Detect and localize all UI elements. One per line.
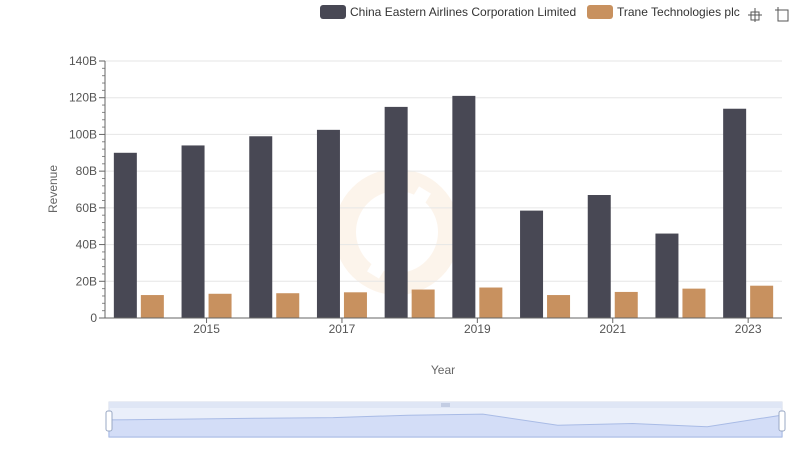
legend: China Eastern Airlines Corporation Limit… — [320, 5, 740, 19]
legend-label-china-eastern: China Eastern Airlines Corporation Limit… — [350, 5, 576, 19]
x-tick-label: 2019 — [464, 322, 491, 336]
bar-trane-2023[interactable] — [750, 285, 774, 318]
bar-trane-2017[interactable] — [343, 292, 367, 318]
y-tick-label: 0 — [90, 311, 97, 325]
legend-label-trane: Trane Technologies plc — [617, 5, 740, 19]
bar-china-eastern-2016[interactable] — [249, 136, 273, 318]
x-tick-label: 2017 — [329, 322, 356, 336]
bar-china-eastern-2018[interactable] — [384, 106, 408, 319]
bar-china-eastern-2023[interactable] — [723, 108, 747, 318]
slider-handle-right[interactable] — [778, 410, 786, 432]
y-axis: 0 20B 40B 60B 80B 100B 120B 140B — [69, 54, 106, 325]
legend-item-trane[interactable]: Trane Technologies plc — [587, 5, 740, 19]
bars — [113, 95, 774, 319]
legend-swatch-trane — [587, 5, 613, 19]
x-axis: 2015 2017 2019 2021 2023 — [105, 317, 782, 336]
y-tick-label: 20B — [76, 274, 97, 288]
y-tick-label: 60B — [76, 201, 97, 215]
y-tick-label: 40B — [76, 238, 97, 252]
bar-trane-2015[interactable] — [208, 293, 232, 318]
y-tick-label: 120B — [69, 91, 97, 105]
y-tick-label: 140B — [69, 54, 97, 68]
x-tick-label: 2015 — [193, 322, 220, 336]
bar-china-eastern-2015[interactable] — [181, 145, 205, 318]
y-tick-label: 100B — [69, 127, 97, 141]
x-tick-label: 2021 — [599, 322, 626, 336]
x-axis-title: Year — [431, 363, 455, 377]
legend-swatch-china-eastern — [320, 5, 346, 19]
bar-trane-2018[interactable] — [411, 289, 435, 318]
slider-handle-left[interactable] — [105, 410, 113, 432]
y-tick-label: 80B — [76, 164, 97, 178]
bar-trane-2022[interactable] — [682, 288, 706, 318]
y-axis-title: Revenue — [46, 165, 60, 213]
restore-icon[interactable] — [775, 7, 789, 22]
bar-china-eastern-2017[interactable] — [316, 129, 340, 318]
bar-china-eastern-2022[interactable] — [655, 233, 679, 318]
bar-trane-2020[interactable] — [547, 295, 571, 318]
bar-china-eastern-2021[interactable] — [587, 195, 611, 318]
bar-china-eastern-2014[interactable] — [113, 152, 137, 318]
data-zoom-slider[interactable] — [105, 401, 786, 438]
bar-trane-2014[interactable] — [140, 295, 164, 318]
bar-trane-2016[interactable] — [276, 293, 300, 318]
bar-china-eastern-2020[interactable] — [520, 210, 544, 318]
bar-china-eastern-2019[interactable] — [452, 95, 476, 318]
bar-trane-2021[interactable] — [614, 291, 638, 318]
bar-trane-2019[interactable] — [479, 287, 503, 318]
legend-item-china-eastern[interactable]: China Eastern Airlines Corporation Limit… — [320, 5, 576, 19]
slider-drag-grip[interactable] — [441, 403, 450, 407]
crosshair-icon[interactable] — [748, 8, 762, 22]
x-tick-label: 2023 — [735, 322, 762, 336]
